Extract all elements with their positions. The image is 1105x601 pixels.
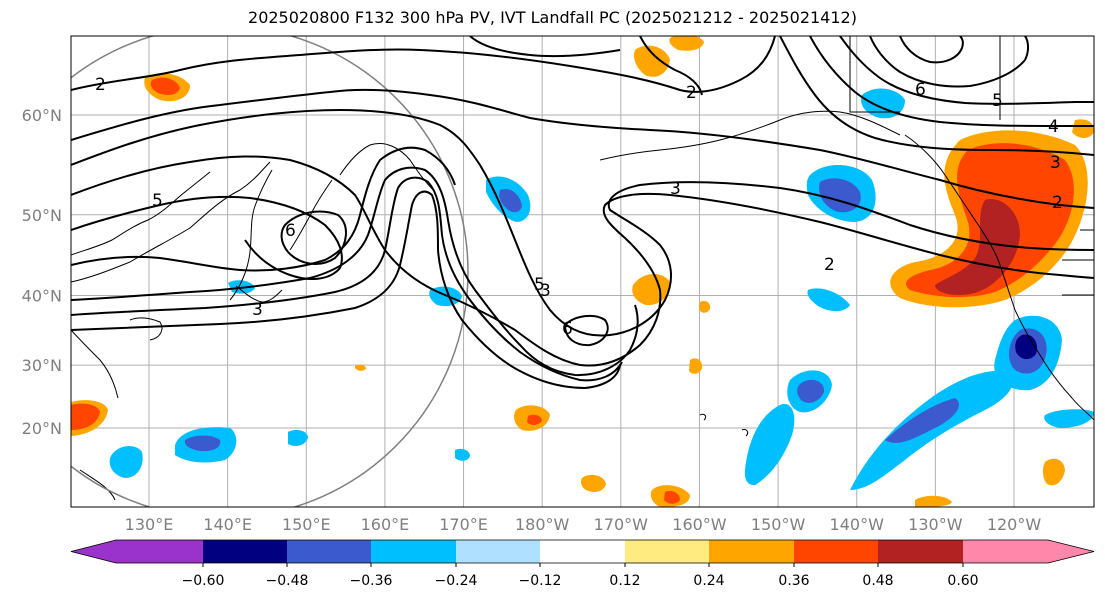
negative-anomaly-band — [850, 370, 1014, 490]
longitude-tick-label: 150°E — [282, 515, 331, 534]
positive-anomaly-spot5 — [581, 474, 606, 492]
contour-label: 5 — [152, 191, 163, 211]
colorbar-tick-label: 0.60 — [947, 573, 978, 589]
colorbar-segment — [794, 540, 878, 563]
negative-anomaly-hawaii2-core — [797, 379, 825, 403]
negative-anomaly-tropics7 — [455, 448, 470, 461]
colorbar-segment — [625, 540, 709, 563]
contour-label: 6 — [285, 221, 296, 241]
longitude-tick-label: 140°W — [830, 515, 885, 534]
landfall-region-circle — [71, 36, 469, 507]
colorbar-outline — [70, 539, 1095, 564]
latitude-tick-label: 20°N — [22, 419, 62, 438]
longitude-labels: 130°E 140°E 150°E 160°E 170°E 180°W 170°W 160°W… — [125, 515, 1042, 534]
longitude-tick-label: 160°E — [361, 515, 410, 534]
coastlines — [71, 36, 1094, 501]
negative-anomaly-tropics6 — [288, 430, 308, 446]
positive-anomaly-spot8 — [915, 495, 952, 507]
positive-anomaly-spot13 — [355, 364, 366, 371]
contour-label: 6 — [562, 319, 573, 339]
contour-label: 2 — [824, 255, 835, 275]
map-title: 2025020800 F132 300 hPa PV, IVT Landfall… — [248, 8, 857, 27]
colorbar-tick-label: 0.12 — [609, 573, 640, 589]
contour-label: 3 — [670, 179, 681, 199]
longitude-tick-label: 160°W — [672, 515, 727, 534]
contour-label: 2 — [95, 75, 106, 95]
colorbar-tick-label: 0.24 — [693, 573, 724, 589]
positive-anomaly-spot4-core — [664, 490, 680, 504]
negative-anomaly-bering-core — [499, 188, 522, 213]
positive-anomaly-spot10-core — [71, 403, 100, 430]
positive-anomaly-small — [1072, 119, 1094, 138]
map-frame — [70, 35, 1095, 508]
longitude-tick-label: 120°W — [987, 515, 1042, 534]
longitude-tick-label: 150°W — [751, 515, 806, 534]
contour-label: 4 — [1048, 117, 1059, 137]
negative-anomaly-tropics5 — [1044, 409, 1094, 428]
longitude-tick-label: 180°W — [515, 515, 570, 534]
positive-anomaly-peak — [935, 199, 1020, 296]
colorbar-tick-label: 0.36 — [778, 573, 809, 589]
longitude-tick-label: 170°E — [439, 515, 488, 534]
colorbar-tick-label: −0.24 — [435, 573, 478, 589]
colorbar-tick-label: −0.36 — [350, 573, 393, 589]
positive-anomaly-spot3-core — [527, 414, 542, 425]
negative-anomaly-tropics2 — [109, 446, 143, 478]
negative-anomaly-tropics1-core — [184, 435, 221, 452]
latitude-labels: 60°N 50°N 40°N 30°N 20°N — [22, 106, 62, 438]
positive-anomaly-spot6 — [634, 45, 670, 77]
contour-label: 2 — [686, 83, 697, 103]
positive-anomaly-spot9 — [1042, 458, 1065, 486]
contour-label: 5 — [992, 91, 1003, 111]
colorbar-segment — [456, 540, 540, 563]
longitude-tick-label: 130°W — [908, 515, 963, 534]
negative-anomaly-tropics4 — [807, 288, 850, 312]
latitude-tick-label: 60°N — [22, 106, 62, 125]
contour-label: 2 — [1052, 193, 1063, 213]
latitude-tick-label: 40°N — [22, 287, 62, 306]
colorbar-extension-low — [71, 540, 203, 563]
positive-anomaly-spot7 — [669, 36, 704, 51]
positive-anomaly-spot1-core — [150, 77, 180, 96]
contour-label: 5 — [534, 275, 545, 295]
contour-label: 3 — [540, 281, 551, 301]
contour-label: 3 — [252, 300, 263, 320]
colorbar-segment — [203, 540, 287, 563]
colorbar-segment — [287, 540, 371, 563]
colorbar: −0.60 −0.48 −0.36 −0.24 −0.12 0.12 0.24 0.36 0.4… — [70, 539, 1095, 589]
colorbar-segment — [878, 540, 963, 563]
latitude-tick-label: 50°N — [22, 206, 62, 225]
negative-anomaly-peak — [1015, 334, 1038, 360]
colorbar-tick-label: 0.48 — [862, 573, 893, 589]
contour-labels: 2 5 6 3 5 6 3 2 6 5 4 3 2 2 3 — [95, 75, 1063, 339]
colorbar-tick-label: −0.60 — [182, 573, 225, 589]
contour-label: 3 — [1050, 153, 1061, 173]
ivt-shading — [71, 36, 1094, 507]
positive-anomaly-spot11 — [689, 358, 703, 374]
positive-anomaly-spot12 — [699, 300, 711, 313]
colorbar-extension-high — [963, 540, 1094, 563]
longitude-tick-label: 140°E — [203, 515, 252, 534]
negative-anomaly-band-core — [885, 398, 959, 443]
negative-anomaly-hawaii — [744, 404, 795, 486]
colorbar-tick-label: −0.48 — [266, 573, 309, 589]
colorbar-segment — [709, 540, 794, 563]
colorbar-tick-label: −0.12 — [519, 573, 562, 589]
colorbar-segment — [540, 540, 625, 563]
longitude-tick-label: 130°E — [125, 515, 174, 534]
longitude-tick-label: 170°W — [594, 515, 649, 534]
negative-anomaly-ak — [861, 88, 905, 119]
colorbar-segment — [371, 540, 456, 563]
contour-label: 6 — [915, 80, 926, 100]
pv-contours — [71, 36, 1094, 390]
latitude-tick-label: 30°N — [22, 356, 62, 375]
